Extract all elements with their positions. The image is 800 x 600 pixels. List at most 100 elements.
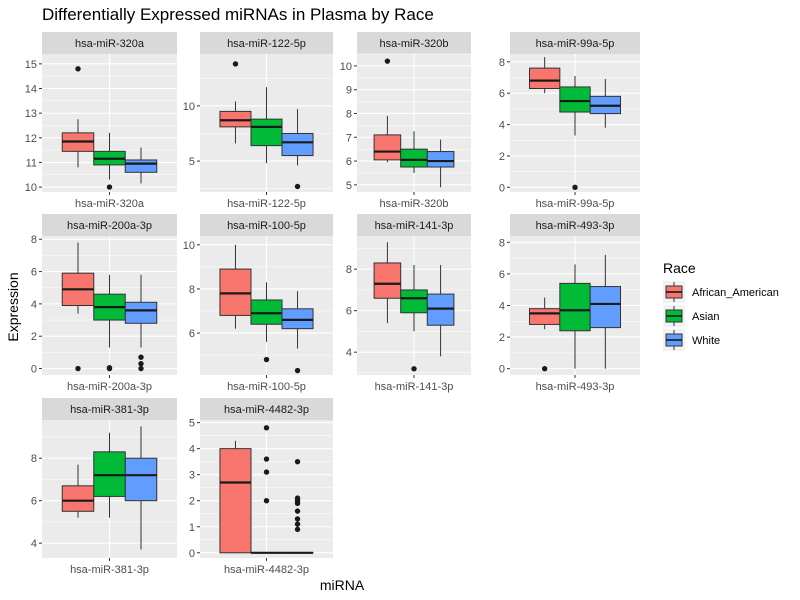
panel-hsa-miR-122-5p: hsa-miR-122-5p 5 10 hsa-miR-122-5p [183, 32, 333, 210]
x-tick-label: hsa-miR-122-5p [227, 198, 306, 210]
strip-background [510, 214, 640, 236]
outlier-point [294, 500, 301, 507]
y-tick-label: 8 [499, 57, 505, 69]
box-Asian [250, 87, 283, 164]
box-White [589, 254, 622, 369]
y-tick-label: 9 [346, 85, 352, 97]
y-tick-label: 6 [346, 156, 352, 168]
box-African_American [61, 66, 95, 168]
box-body [124, 159, 158, 173]
y-tick-label: 8 [31, 453, 37, 465]
box-Asian [93, 132, 126, 190]
outlier-point [263, 425, 270, 431]
y-axis-title: Expression [5, 272, 21, 341]
box-body [426, 151, 455, 168]
outlier-point [106, 184, 113, 190]
y-tick-label: 8 [499, 237, 505, 249]
x-tick-label: hsa-miR-99a-5p [536, 198, 615, 210]
panel-hsa-miR-4482-3p: hsa-miR-4482-3p 0 1 2 3 4 5 hsa-miR-4482-3p [189, 398, 333, 576]
x-tick-label: hsa-miR-4482-3p [224, 564, 309, 576]
y-tick-label: 8 [189, 284, 195, 296]
outlier-point [294, 183, 301, 190]
box-White [124, 147, 158, 184]
strip-background [42, 214, 177, 236]
strip-background [200, 214, 333, 236]
box-body [281, 308, 314, 330]
y-tick-label: 4 [189, 444, 195, 456]
y-tick-label: 4 [31, 299, 37, 311]
panel-hsa-miR-99a-5p: hsa-miR-99a-5p 0 2 4 6 8 hsa-miR-99a-5p [499, 32, 640, 210]
strip-background [357, 32, 471, 54]
facet-panels: hsa-miR-320a101112131415hsa-miR-320ahsa-… [25, 32, 640, 576]
y-tick-label: 6 [499, 88, 505, 100]
box-White [426, 139, 455, 188]
y-tick-label: 7 [346, 132, 352, 144]
outlier-point [106, 365, 113, 371]
outlier-point [263, 356, 270, 363]
x-tick-label: hsa-miR-320a [75, 198, 145, 210]
x-tick-label: hsa-miR-141-3p [375, 381, 454, 393]
strip-background [42, 32, 177, 54]
box-Asian [250, 425, 283, 554]
outlier-point [75, 66, 81, 72]
box-White [426, 265, 455, 357]
box-White [124, 426, 158, 550]
box-African_American [61, 464, 95, 518]
y-tick-label: 12 [25, 133, 37, 145]
strip-label: hsa-miR-200a-3p [67, 220, 152, 232]
y-tick-label: 5 [189, 156, 195, 168]
outlier-point [572, 184, 578, 190]
outlier-point [294, 458, 301, 465]
y-tick-label: 6 [31, 496, 37, 508]
box-Asian [93, 274, 126, 372]
x-tick-label: hsa-miR-381-3p [70, 564, 149, 576]
box-African_American [219, 440, 252, 554]
legend-label: White [692, 335, 720, 347]
y-tick-label: 10 [183, 101, 195, 113]
y-tick-label: 2 [189, 496, 195, 508]
panel-hsa-miR-100-5p: hsa-miR-100-5p 6 8 10 hsa-miR-100-5p [183, 214, 333, 393]
box-White [281, 458, 314, 554]
outlier-point [263, 469, 270, 475]
legend-item-White: White [663, 329, 720, 351]
legend-title: Race [663, 260, 696, 276]
panel-hsa-miR-200a-3p: hsa-miR-200a-3p 0 2 4 6 8 hsa-miR-200a-3p [31, 214, 177, 393]
legend-label: Asian [692, 311, 720, 323]
y-tick-label: 6 [499, 269, 505, 281]
outlier-point [294, 516, 301, 522]
strip-label: hsa-miR-320b [379, 38, 448, 50]
box-body [219, 448, 252, 554]
y-tick-label: 2 [499, 151, 505, 163]
y-tick-label: 8 [346, 264, 352, 276]
y-tick-label: 4 [499, 120, 505, 132]
strip-label: hsa-miR-100-5p [227, 220, 306, 232]
box-Asian [559, 75, 591, 190]
outlier-point [75, 365, 81, 372]
box-Asian [93, 432, 126, 518]
panel-hsa-miR-320a: hsa-miR-320a 10 11 12 13 14 15 hsa-miR-320a [25, 32, 177, 210]
box-body [219, 268, 252, 316]
y-tick-label: 13 [25, 108, 37, 120]
outlier-point [384, 58, 391, 64]
box-African_American [373, 242, 402, 324]
strip-background [42, 398, 177, 420]
y-tick-label: 2 [499, 332, 505, 344]
outlier-point [411, 366, 417, 372]
outlier-point [138, 354, 144, 360]
box-African_American [219, 61, 252, 144]
strip-label: hsa-miR-493-3p [536, 220, 615, 232]
y-tick-label: 3 [189, 470, 195, 482]
y-tick-label: 10 [340, 61, 352, 73]
box-body [250, 118, 283, 147]
box-body [373, 262, 402, 299]
box-White [281, 109, 314, 190]
box-body [373, 134, 402, 161]
box-body [529, 308, 561, 325]
outlier-point [541, 365, 548, 372]
y-tick-label: 5 [189, 418, 195, 430]
strip-label: hsa-miR-320a [75, 38, 145, 50]
y-tick-label: 5 [346, 180, 352, 192]
strip-background [357, 214, 471, 236]
y-tick-label: 6 [31, 267, 37, 279]
legend: Race African_American Asian White [663, 260, 779, 351]
